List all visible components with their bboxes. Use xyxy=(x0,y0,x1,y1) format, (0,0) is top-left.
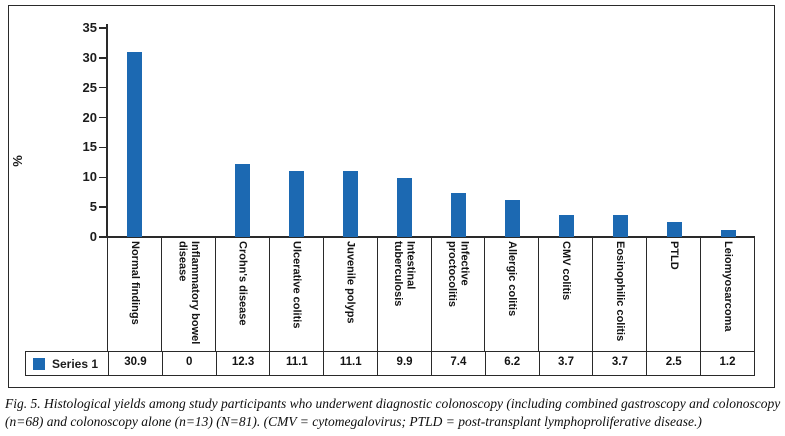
category-cell: Leiomyosarcoma xyxy=(701,237,756,351)
category-axis: Normal findings Inflammatory bowel diseas… xyxy=(107,237,756,351)
y-tick-label: 0 xyxy=(89,229,97,244)
category-cell: CMV colitis xyxy=(539,237,594,351)
category-label: Eosinophilic colitis xyxy=(614,241,627,342)
category-label: Normal findings xyxy=(128,241,141,325)
y-tick-mark xyxy=(99,116,106,119)
category-label: Intestinal tuberculosis xyxy=(392,241,417,307)
y-tick-label: 20 xyxy=(82,109,97,125)
category-label: Ulcerative colitis xyxy=(290,241,303,329)
bar xyxy=(666,222,682,237)
bar xyxy=(558,214,574,237)
category-cell: Infective proctocolitis xyxy=(432,237,486,351)
bar xyxy=(289,170,305,237)
bar xyxy=(612,214,628,237)
category-label: Crohn's disease xyxy=(236,241,249,326)
value-cell: 1.2 xyxy=(719,356,736,368)
category-cell: Eosinophilic colitis xyxy=(593,237,648,351)
category-cell: Normal findings xyxy=(108,237,162,351)
category-label: CMV colitis xyxy=(560,241,573,301)
category-cell: Crohn's disease xyxy=(216,237,270,351)
figure-caption: Fig. 5. Histological yields among study … xyxy=(5,396,781,429)
y-tick-label: 10 xyxy=(82,169,97,185)
category-label: Inflammatory bowel disease xyxy=(176,241,202,345)
category-cell: Allergic colitis xyxy=(485,237,540,351)
bar xyxy=(343,170,359,237)
y-tick-label: 15 xyxy=(82,139,97,155)
y-tick-mark xyxy=(99,176,106,178)
value-cell: 12.3 xyxy=(217,352,271,375)
category-label: Leiomyosarcoma xyxy=(721,241,734,332)
category-cell: Intestinal tuberculosis xyxy=(378,237,432,351)
y-tick-mark xyxy=(99,146,106,149)
x-axis-line xyxy=(106,236,755,238)
category-cell: Ulcerative colitis xyxy=(270,237,324,351)
value-cell: 0 xyxy=(163,352,217,375)
category-label: Allergic colitis xyxy=(506,241,519,317)
data-table: Series 1 30.9 0 12.3 11.1 11.1 9.9 7.4 6.2 3.7 3.… xyxy=(25,351,755,376)
value-cell: 11.1 xyxy=(324,352,379,375)
value-cell: 9.9 xyxy=(378,352,432,375)
legend-label: Series 1 xyxy=(52,356,99,371)
y-tick-mark xyxy=(99,87,106,89)
y-axis-title: % xyxy=(10,155,25,167)
category-label: Infective proctocolitis xyxy=(445,241,471,308)
y-tick-mark xyxy=(99,236,106,238)
category-cell: PTLD xyxy=(647,237,702,351)
category-cell: Juvenile polyps xyxy=(324,237,378,351)
bar xyxy=(397,177,413,237)
value-cell: 2.5 xyxy=(647,352,702,375)
y-tick-label: 25 xyxy=(82,79,97,95)
legend-cell: Series 1 xyxy=(26,352,109,375)
category-cell: Inflammatory bowel disease xyxy=(162,237,216,351)
value-cell: 30.9 xyxy=(109,352,163,375)
bar xyxy=(720,229,736,237)
y-axis-line xyxy=(106,24,108,237)
value-cell: 3.7 xyxy=(593,352,648,375)
y-tick-mark xyxy=(99,57,106,59)
value-cell: 6.2 xyxy=(486,352,540,375)
value-cell: 3.7 xyxy=(540,352,594,375)
bar xyxy=(127,52,143,237)
bar xyxy=(504,199,520,237)
value-cell: 11.1 xyxy=(270,352,325,375)
value-cell: 7.4 xyxy=(432,352,486,375)
bar xyxy=(450,192,466,237)
y-tick-mark xyxy=(99,27,106,29)
category-label: PTLD xyxy=(668,241,680,270)
bar xyxy=(235,163,251,237)
y-tick-label: 35 xyxy=(82,20,97,35)
category-label: Juvenile polyps xyxy=(344,241,357,324)
y-tick-label: 30 xyxy=(82,49,97,65)
y-tick-mark xyxy=(99,206,106,208)
y-tick-label: 5 xyxy=(89,199,97,215)
legend-swatch xyxy=(33,357,45,370)
